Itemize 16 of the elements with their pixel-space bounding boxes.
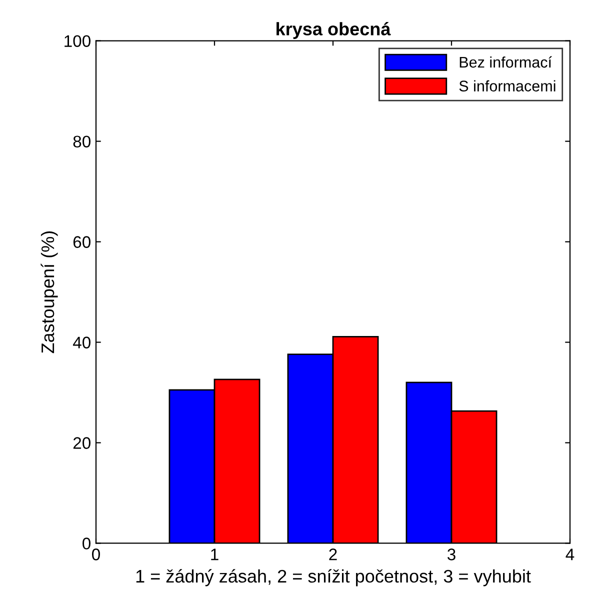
y-tick-label: 100 — [64, 35, 90, 48]
x-tick-label: 3 — [448, 548, 456, 560]
x-tick-label: 2 — [329, 548, 337, 560]
x-tick-label: 0 — [92, 548, 100, 560]
legend-label: S informacemi — [459, 80, 556, 92]
legend-label: Bez informací — [460, 56, 552, 68]
chart-title: krysa obecná — [276, 22, 391, 39]
y-tick-label: 0 — [82, 538, 90, 550]
y-tick-label: 60 — [73, 236, 90, 248]
x-tick-label: 1 — [211, 548, 218, 560]
x-tick-label: 4 — [566, 548, 574, 560]
y-tick-label: 80 — [73, 136, 90, 148]
y-axis-title: Zastoupení (%) — [40, 231, 58, 354]
y-tick-label: 40 — [72, 336, 90, 348]
x-axis-title: 1 = žádný zásah, 2 = snížit početnost, 3 = vyhubit — [136, 569, 531, 586]
y-tick-label: 20 — [73, 437, 90, 449]
